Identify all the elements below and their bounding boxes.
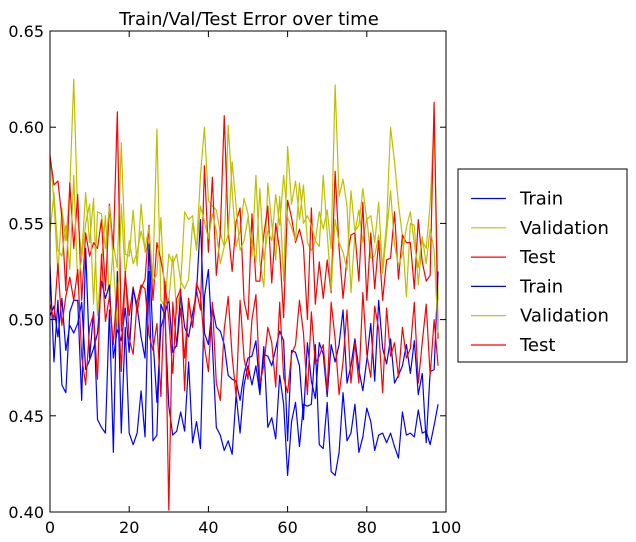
x-tick-label: 60: [277, 518, 297, 537]
series-line-train-1: [50, 247, 439, 477]
x-tick-label: 0: [45, 518, 55, 537]
legend-entry-train-1: Train: [471, 189, 563, 210]
legend-entry-validation-5: Validation: [471, 306, 609, 327]
y-tick-label: 0.60: [8, 118, 44, 137]
x-tick-label: 40: [198, 518, 218, 537]
y-tick-label: 0.65: [8, 22, 44, 41]
legend-box: [457, 168, 628, 363]
chart-title: Train/Val/Test Error over time: [118, 9, 379, 30]
legend-label: Train: [519, 276, 563, 297]
plot-background: [50, 31, 446, 512]
legend-entry-train-4: Train: [471, 276, 563, 297]
y-tick-label: 0.50: [8, 311, 44, 330]
y-axis: 0.40 0.45 0.50 0.55 0.60 0.65: [8, 22, 446, 522]
plot-area: [49, 30, 447, 513]
legend-label: Train: [519, 189, 563, 210]
x-tick-label: 80: [357, 518, 377, 537]
series-lines: [50, 78, 439, 511]
y-tick-label: 0.55: [8, 214, 44, 233]
x-tick-label: 100: [431, 518, 462, 537]
legend-label: Test: [519, 335, 555, 356]
legend-label: Test: [519, 247, 555, 268]
legend-label: Validation: [520, 306, 609, 327]
plot-frame: [49, 30, 447, 513]
legend-entry-test-6: Test: [471, 335, 555, 356]
x-axis: 0 20 40 60 80 100: [45, 31, 461, 537]
y-tick-label: 0.40: [8, 503, 44, 522]
series-line-validation-2: [50, 78, 439, 317]
series-line-test-3: [50, 101, 439, 511]
series-line-train-4: [50, 218, 439, 444]
legend-entry-test-3: Test: [471, 247, 555, 268]
legend: Train Validation Test Train Validation Test: [457, 168, 628, 363]
y-tick-label: 0.45: [8, 407, 44, 426]
series-line-validation-5: [50, 161, 439, 334]
series-line-test-6: [50, 253, 439, 402]
legend-label: Validation: [520, 218, 609, 239]
x-tick-label: 20: [119, 518, 139, 537]
legend-entry-validation-2: Validation: [471, 218, 609, 239]
